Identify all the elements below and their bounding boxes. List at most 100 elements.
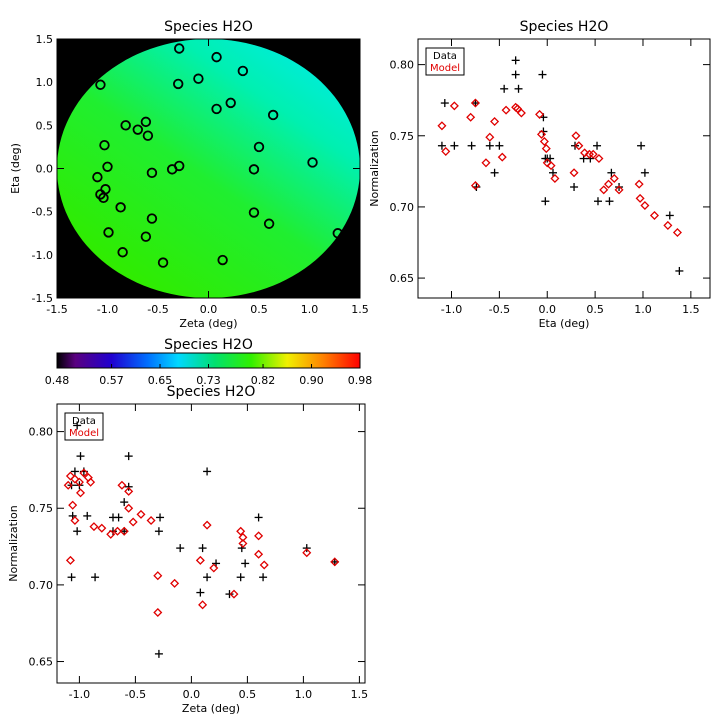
data-point (302, 544, 311, 553)
y-tick-label: 1.5 (36, 33, 54, 46)
data-point (330, 557, 339, 566)
plot-frame (56, 403, 366, 684)
data-point (73, 421, 82, 430)
model-point (470, 98, 480, 108)
model-point (485, 132, 495, 142)
model-point (571, 131, 581, 141)
y-tick-label: 0.65 (390, 272, 415, 285)
model-point (238, 538, 248, 549)
chart-title: Species H2O (520, 19, 609, 35)
sample-circle (103, 227, 114, 238)
sample-circle (132, 124, 144, 135)
y-tick-label: 0.5 (36, 119, 54, 132)
data-point (495, 141, 504, 150)
colorbar-title: Species H2O (164, 337, 253, 353)
model-point (302, 548, 312, 558)
model-point (117, 480, 127, 490)
plot-frame (417, 38, 711, 299)
model-point (195, 555, 205, 565)
sample-circle (146, 213, 158, 224)
model-point (63, 480, 73, 490)
legend-data-label: Data (433, 51, 457, 62)
legend-box (64, 412, 104, 441)
x-tick-label: 1.0 (634, 303, 652, 316)
y-tick-label: 0.75 (390, 130, 415, 143)
data-point (538, 70, 547, 79)
model-point (609, 173, 619, 183)
model-point (437, 121, 447, 131)
model-point (106, 529, 116, 539)
data-point (154, 527, 163, 536)
data-point (548, 168, 557, 177)
model-point (153, 607, 163, 618)
model-point (65, 555, 75, 565)
model-point (119, 526, 129, 536)
data-point (437, 141, 446, 150)
legend-data-label: Data (72, 416, 96, 427)
model-point (74, 477, 84, 487)
data-point (83, 511, 92, 520)
y-tick-label: 0.0 (36, 163, 54, 176)
x-tick-label: 1.5 (351, 688, 369, 701)
model-point (254, 549, 264, 559)
data-point (485, 141, 494, 150)
sample-circle (115, 202, 126, 213)
data-point (541, 197, 550, 206)
model-point (497, 152, 507, 162)
model-point (649, 210, 659, 220)
chart-title: Species H2O (164, 19, 253, 35)
data-point (490, 168, 499, 177)
x-tick-label: 0.0 (538, 303, 556, 316)
model-point (68, 500, 78, 510)
model-point (663, 220, 673, 230)
model-point (112, 526, 122, 536)
x-axis-label: Zeta (deg) (182, 702, 240, 715)
sample-circle (102, 161, 113, 172)
x-tick-label: 0.5 (239, 688, 257, 701)
y-tick-label: 1.0 (36, 76, 54, 89)
x-tick-label: -1.0 (69, 688, 90, 701)
data-point (675, 266, 684, 275)
model-point (70, 474, 80, 484)
model-point (550, 173, 560, 183)
x-tick-label: -1.0 (97, 303, 118, 316)
sample-circle (307, 157, 318, 168)
y-tick-label: 0.80 (390, 59, 415, 72)
zeta-panel: Species H2O -1.0 -0.5 0.0 0.5 1.0 1.5 0.65 0.70 0… (7, 384, 368, 715)
x-tick-label: 0.5 (250, 303, 268, 316)
data-point (236, 573, 245, 582)
model-point (614, 185, 624, 195)
model-point (588, 149, 598, 159)
x-tick-label: 0.0 (200, 303, 218, 316)
model-point (541, 144, 551, 154)
data-point (70, 467, 79, 476)
sample-circle (117, 247, 128, 258)
data-point (67, 573, 76, 582)
x-tick-label: 0.5 (586, 303, 604, 316)
sample-circle (211, 103, 222, 115)
sample-circle (142, 130, 154, 141)
sample-circle (225, 97, 236, 109)
data-point (76, 452, 85, 461)
data-point (440, 99, 449, 108)
data-point (640, 168, 649, 177)
model-point (441, 146, 451, 156)
sample-circle (248, 207, 260, 218)
model-point (640, 200, 650, 211)
sample-circle (95, 79, 106, 90)
data-point (241, 559, 250, 568)
y-axis-label: Normalization (7, 505, 20, 581)
data-point (637, 141, 646, 150)
x-tick-label: -0.5 (147, 303, 168, 316)
sample-circle (248, 164, 260, 175)
model-point (516, 108, 526, 118)
model-point (635, 193, 645, 203)
x-tick-label: -1.5 (46, 303, 67, 316)
model-point (238, 532, 248, 542)
data-point (154, 649, 163, 658)
data-point (570, 183, 579, 191)
x-tick-label: -0.5 (489, 303, 510, 316)
data-point (196, 588, 205, 597)
